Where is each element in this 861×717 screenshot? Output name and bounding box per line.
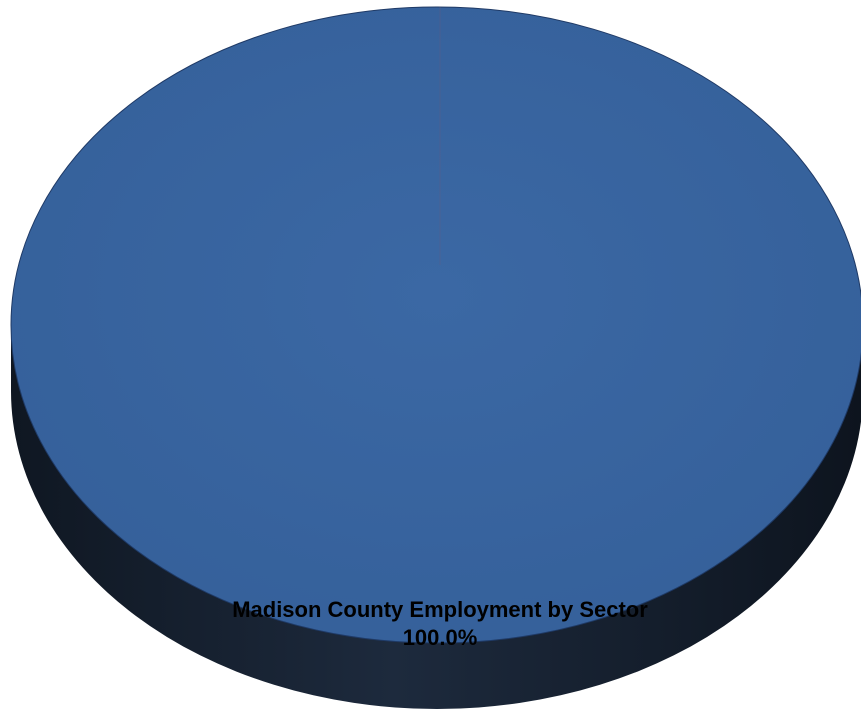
- pie-slice-side: [11, 325, 861, 709]
- pie-slice-employment: [10, 6, 861, 644]
- slice-label-name: Madison County Employment by Sector: [232, 597, 648, 622]
- slice-label-percent: 100.0%: [403, 625, 478, 650]
